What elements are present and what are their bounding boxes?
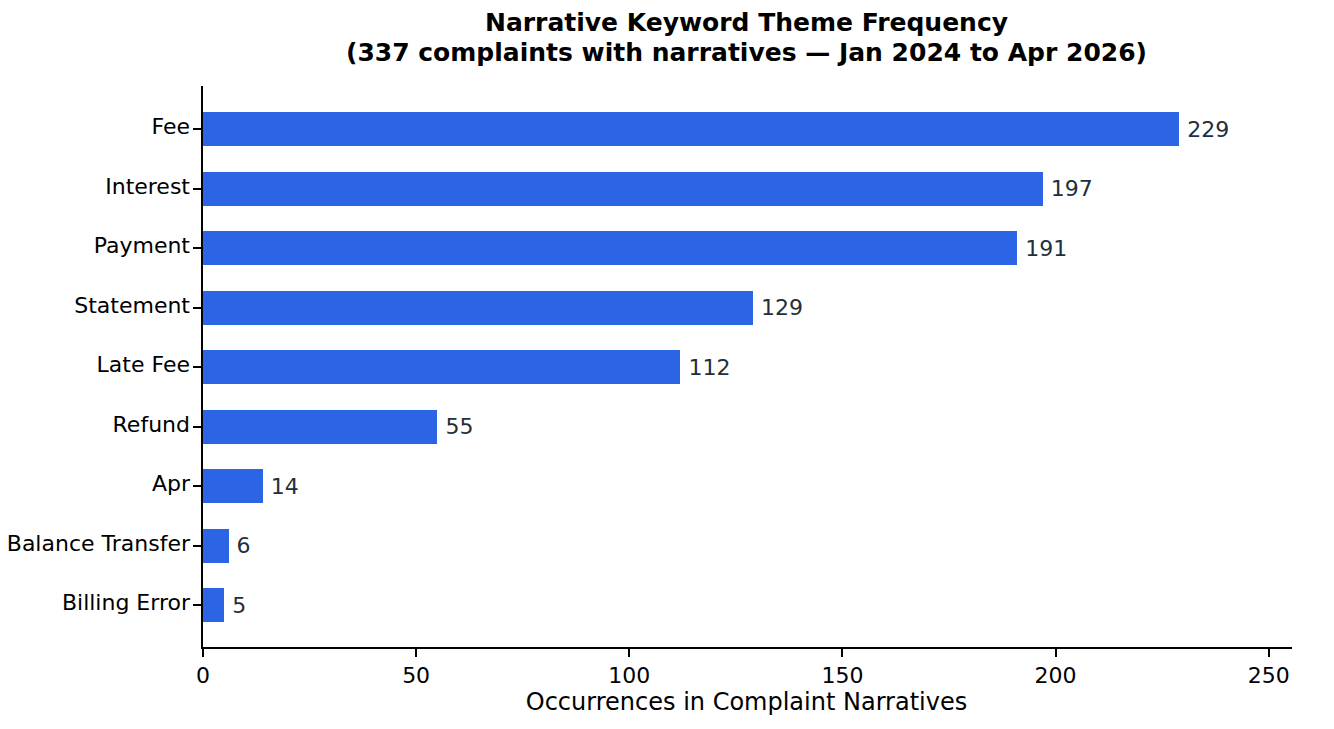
bar-value-label: 5 xyxy=(232,588,246,622)
bar xyxy=(203,350,680,384)
bar xyxy=(203,291,753,325)
bar-value-label: 129 xyxy=(761,291,803,325)
y-tick-mark xyxy=(193,307,201,309)
x-tick-label: 0 xyxy=(168,663,238,688)
chart-title: Narrative Keyword Theme Frequency xyxy=(203,8,1290,38)
y-tick-mark xyxy=(193,188,201,190)
x-tick-label: 100 xyxy=(594,663,664,688)
category-label: Refund xyxy=(0,412,190,437)
bar xyxy=(203,529,229,563)
category-label: Late Fee xyxy=(0,352,190,377)
category-label: Billing Error xyxy=(0,590,190,615)
bar-value-label: 55 xyxy=(445,410,473,444)
category-label: Statement xyxy=(0,293,190,318)
bar xyxy=(203,469,263,503)
x-tick-mark xyxy=(1268,649,1270,657)
y-tick-mark xyxy=(193,485,201,487)
category-label: Interest xyxy=(0,174,190,199)
bar xyxy=(203,588,224,622)
y-tick-mark xyxy=(193,366,201,368)
x-tick-label: 50 xyxy=(381,663,451,688)
bar xyxy=(203,410,437,444)
x-tick-mark xyxy=(628,649,630,657)
bar-value-label: 112 xyxy=(688,350,730,384)
bar xyxy=(203,112,1179,146)
category-label: Fee xyxy=(0,114,190,139)
x-tick-mark xyxy=(202,649,204,657)
x-tick-mark xyxy=(841,649,843,657)
y-tick-mark xyxy=(193,247,201,249)
chart-subtitle: (337 complaints with narratives — Jan 20… xyxy=(203,38,1290,68)
x-tick-label: 200 xyxy=(1021,663,1091,688)
bar-value-label: 6 xyxy=(237,529,251,563)
y-axis-category-labels: Fee Interest Payment Statement Late Fee Refun… xyxy=(0,86,190,647)
x-tick-label: 150 xyxy=(807,663,877,688)
bar xyxy=(203,231,1017,265)
category-label: Apr xyxy=(0,471,190,496)
chart-title-block: Narrative Keyword Theme Frequency (337 c… xyxy=(203,8,1290,68)
x-tick-mark xyxy=(1055,649,1057,657)
x-tick-label: 250 xyxy=(1234,663,1304,688)
y-tick-mark xyxy=(193,426,201,428)
chart-figure: Narrative Keyword Theme Frequency (337 c… xyxy=(0,0,1334,729)
category-label: Balance Transfer xyxy=(0,531,190,556)
y-tick-mark xyxy=(193,545,201,547)
bar-value-label: 197 xyxy=(1051,172,1093,206)
y-tick-mark xyxy=(193,604,201,606)
bar-value-label: 191 xyxy=(1025,231,1067,265)
x-tick-mark xyxy=(415,649,417,657)
y-tick-mark xyxy=(193,128,201,130)
bar-value-label: 229 xyxy=(1187,112,1229,146)
category-label: Payment xyxy=(0,233,190,258)
plot-area: 229197191129112551465050100150200250 xyxy=(203,86,1290,647)
x-axis-label: Occurrences in Complaint Narratives xyxy=(203,688,1290,716)
bar xyxy=(203,172,1043,206)
x-axis-spine xyxy=(201,647,1292,649)
bar-value-label: 14 xyxy=(271,469,299,503)
